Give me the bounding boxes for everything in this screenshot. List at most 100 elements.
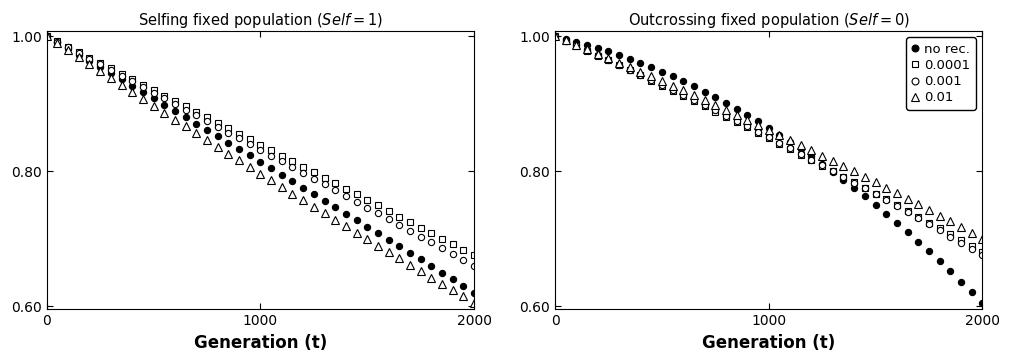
- 0.01: [382, 250, 394, 254]
- no rec.: [977, 301, 989, 305]
- 0.001: [977, 253, 989, 258]
- 0.001: [255, 148, 267, 152]
- 0.001: [762, 135, 774, 139]
- 0.0001: [190, 110, 202, 114]
- 0.001: [73, 51, 85, 55]
- no rec.: [687, 84, 700, 89]
- 0.001: [94, 62, 106, 66]
- 0.001: [83, 56, 95, 61]
- 0.0001: [795, 152, 807, 157]
- no rec.: [603, 49, 615, 53]
- 0.01: [404, 263, 417, 267]
- no rec.: [933, 259, 945, 263]
- 0.01: [436, 282, 448, 286]
- no rec.: [351, 218, 363, 222]
- 0.001: [297, 171, 309, 175]
- 0.001: [720, 114, 732, 118]
- 0.01: [881, 185, 893, 190]
- no rec.: [115, 77, 127, 82]
- Line: 0.001: 0.001: [552, 33, 986, 258]
- 0.01: [666, 83, 678, 88]
- Title: Selfing fixed population ($\it{Self}=1$): Selfing fixed population ($\it{Self}=1$): [137, 11, 383, 30]
- no rec.: [795, 147, 807, 151]
- 0.01: [635, 70, 647, 74]
- 0.001: [222, 130, 235, 135]
- 0.001: [190, 113, 202, 118]
- no rec.: [211, 134, 223, 138]
- no rec.: [94, 65, 106, 69]
- no rec.: [570, 39, 582, 44]
- 0.01: [891, 191, 903, 195]
- 0.01: [837, 164, 849, 168]
- 0.01: [731, 113, 743, 117]
- 0.0001: [816, 163, 828, 168]
- 0.001: [741, 124, 753, 129]
- 0.0001: [297, 164, 309, 169]
- 0.001: [415, 234, 427, 239]
- 0.01: [190, 131, 202, 135]
- 0.001: [944, 234, 956, 239]
- 0.0001: [944, 232, 956, 236]
- 0.001: [136, 85, 149, 89]
- 0.0001: [699, 104, 711, 109]
- no rec.: [105, 71, 117, 76]
- no rec.: [222, 140, 235, 145]
- no rec.: [677, 79, 690, 83]
- no rec.: [752, 119, 764, 124]
- 0.01: [741, 118, 753, 122]
- 0.001: [624, 68, 636, 72]
- 0.001: [404, 229, 417, 233]
- 0.0001: [581, 48, 593, 53]
- 0.001: [393, 223, 405, 227]
- 0.0001: [848, 180, 860, 184]
- 0.001: [837, 175, 849, 179]
- 0.01: [265, 178, 277, 183]
- 0.01: [415, 269, 427, 273]
- no rec.: [923, 249, 935, 253]
- 0.0001: [105, 66, 117, 70]
- 0.01: [169, 117, 181, 122]
- 0.001: [447, 252, 459, 256]
- 0.01: [105, 76, 117, 80]
- Line: 0.001: 0.001: [43, 33, 477, 269]
- no rec.: [126, 83, 139, 88]
- 0.0001: [233, 132, 245, 136]
- 0.01: [923, 208, 935, 212]
- 0.0001: [415, 225, 427, 230]
- 0.01: [222, 151, 235, 156]
- 0.01: [457, 294, 469, 299]
- 0.001: [115, 73, 127, 78]
- no rec.: [881, 212, 893, 216]
- no rec.: [869, 203, 882, 207]
- 0.01: [158, 111, 170, 115]
- 0.01: [426, 276, 438, 280]
- 0.0001: [201, 115, 213, 119]
- no rec.: [190, 121, 202, 126]
- 0.001: [468, 264, 480, 268]
- 0.001: [40, 34, 53, 38]
- 0.001: [265, 154, 277, 158]
- 0.001: [869, 192, 882, 196]
- 0.0001: [709, 109, 721, 114]
- 0.01: [944, 219, 956, 224]
- 0.0001: [169, 99, 181, 103]
- 0.01: [340, 224, 352, 228]
- no rec.: [244, 153, 256, 158]
- no rec.: [52, 40, 64, 44]
- 0.0001: [393, 215, 405, 219]
- 0.01: [869, 180, 882, 184]
- 0.01: [591, 52, 604, 56]
- 0.01: [286, 191, 298, 196]
- no rec.: [955, 280, 968, 284]
- 0.001: [591, 53, 604, 57]
- 0.001: [806, 158, 818, 162]
- 0.01: [201, 138, 213, 142]
- 0.01: [211, 144, 223, 149]
- 0.001: [923, 222, 935, 227]
- 0.001: [656, 82, 668, 87]
- 0.0001: [603, 58, 615, 63]
- no rec.: [731, 107, 743, 111]
- no rec.: [827, 170, 839, 174]
- no rec.: [699, 90, 711, 94]
- 0.001: [52, 40, 64, 44]
